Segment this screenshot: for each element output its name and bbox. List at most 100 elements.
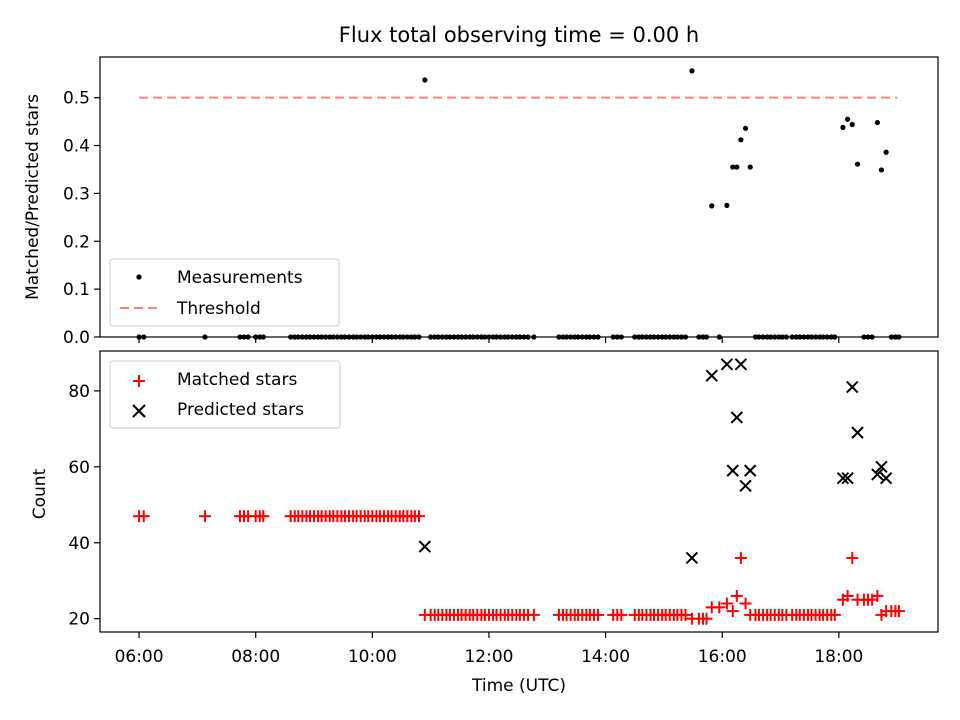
measurement-point [388, 334, 395, 340]
matched-star-point [679, 608, 692, 621]
measurement-point [521, 334, 527, 340]
measurement-point [416, 334, 422, 340]
predicted-star-point [739, 479, 752, 493]
top-y-tick-label: 0.2 [63, 232, 90, 252]
top-legend: Measurements Threshold [109, 258, 340, 327]
measurement-point [245, 334, 251, 340]
measurement-point [342, 334, 348, 340]
measurement-point [756, 334, 762, 340]
measurement-point [865, 334, 871, 340]
measurement-point [808, 334, 815, 340]
measurement-point [556, 334, 562, 340]
measurement-point [651, 334, 657, 340]
bottom-y-axis-label: Count [30, 468, 50, 519]
x-tick-label: 14:00 [581, 647, 630, 667]
measurement-point [575, 334, 581, 340]
measurement-point [381, 334, 387, 340]
predicted-star-point [720, 358, 734, 371]
predicted-star-point [730, 411, 744, 424]
measurement-point [655, 334, 661, 340]
measurement-point [439, 334, 445, 340]
x-tick-label: 06:00 [115, 647, 164, 667]
top-legend-box [109, 258, 340, 327]
legend-matched-marker [133, 375, 145, 387]
matched-star-point [720, 597, 733, 610]
predicted-star-point [836, 472, 850, 485]
measurement-point [845, 116, 851, 122]
measurement-point [738, 137, 744, 143]
measurement-point [517, 334, 523, 340]
matched-star-point [871, 589, 884, 602]
x-tick-label: 08:00 [231, 647, 280, 667]
measurement-point [591, 334, 597, 340]
matched-star-point [739, 597, 752, 610]
measurement-point [447, 334, 453, 340]
measurement-point [400, 334, 406, 340]
measurement-point [820, 334, 826, 340]
matched-star-point [892, 605, 905, 618]
predicted-star-point [726, 464, 739, 477]
top-y-ticks: 0.0 0.1 0.2 0.3 0.4 0.5 [63, 89, 100, 348]
measurement-point [260, 334, 266, 340]
measurement-point [422, 77, 428, 83]
measurement-point [789, 334, 795, 340]
measurement-point [614, 334, 620, 340]
measurement-point [307, 334, 313, 340]
measurement-point [840, 124, 846, 130]
matched-star-point [137, 510, 150, 523]
measurement-point [493, 334, 500, 340]
measurement-point [323, 334, 329, 340]
legend-measurements-marker [136, 274, 142, 280]
measurement-point [393, 334, 399, 340]
measurement-point [330, 334, 336, 340]
x-tick-label: 18:00 [814, 647, 863, 667]
bottom-y-tick-label: 80 [68, 382, 90, 402]
top-y-tick-label: 0.4 [63, 137, 90, 157]
measurement-point [334, 334, 340, 340]
measurement-point [358, 334, 364, 340]
measurement-point [878, 167, 885, 173]
matched-stars-points [133, 510, 905, 625]
measurement-point [610, 334, 616, 340]
measurement-point [849, 121, 855, 128]
legend-matched-label: Matched stars [177, 370, 297, 390]
predicted-star-point [851, 426, 864, 439]
x-tick-label: 10:00 [348, 647, 397, 667]
measurement-point [295, 334, 301, 340]
measurement-point [888, 334, 894, 340]
measurement-point [824, 334, 830, 340]
measurement-point [474, 334, 480, 340]
x-tick-label: 12:00 [464, 647, 513, 667]
bottom-panel: Count Time (UTC) 20 40 60 80 06:00 08:00 10:0… [30, 350, 939, 696]
measurement-point [346, 334, 352, 340]
measurement-point [663, 334, 669, 340]
x-axis-label: Time (UTC) [471, 676, 566, 696]
measurement-point [579, 334, 585, 340]
top-y-axis-label: Matched/Predicted stars [23, 94, 43, 300]
measurement-point [883, 149, 889, 155]
bottom-y-tick-label: 60 [68, 458, 90, 478]
legend-threshold-label: Threshold [176, 299, 261, 319]
matched-star-point [592, 608, 605, 621]
measurement-point [797, 334, 803, 340]
measurement-point [311, 334, 317, 340]
matched-star-point [828, 608, 841, 621]
measurement-point [709, 203, 715, 209]
legend-measurements-label: Measurements [177, 268, 303, 288]
predicted-star-point [846, 380, 859, 394]
bottom-y-tick-label: 20 [68, 610, 90, 630]
measurement-point [595, 334, 601, 340]
measurement-point [404, 334, 410, 340]
measurement-point [874, 119, 880, 126]
matched-star-point [527, 608, 540, 621]
measurement-point [734, 164, 740, 170]
predicted-star-point [418, 540, 432, 553]
measurement-point [812, 334, 819, 340]
predicted-star-point [871, 468, 884, 481]
legend-predicted-marker [132, 404, 146, 418]
measurement-point [632, 334, 638, 340]
bottom-y-ticks: 20 40 60 80 [68, 382, 100, 630]
measurement-point [832, 334, 838, 340]
measurement-point [498, 334, 504, 340]
